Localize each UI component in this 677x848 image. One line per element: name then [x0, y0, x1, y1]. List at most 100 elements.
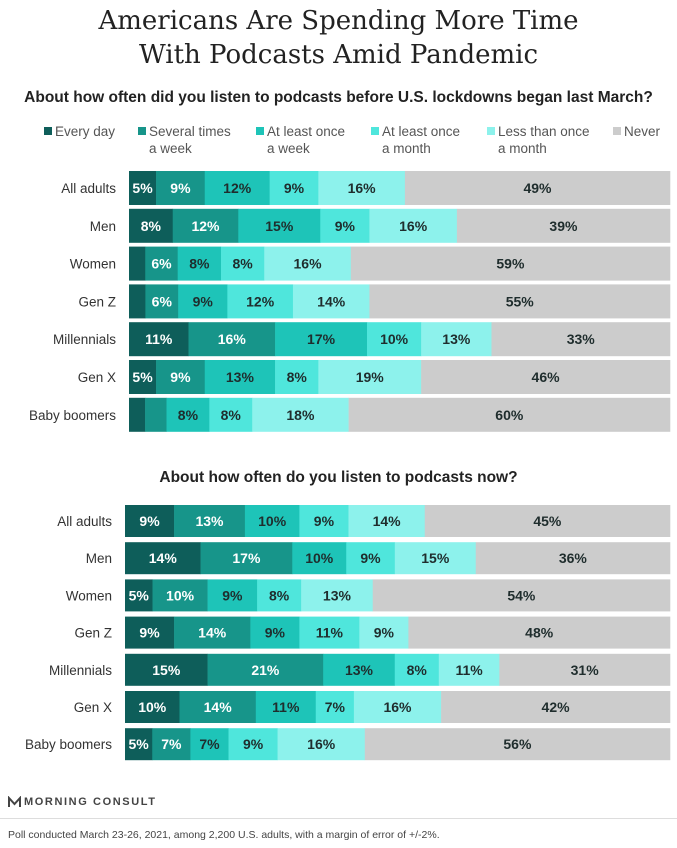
data-label: 16%: [399, 218, 428, 234]
bar-segment: [209, 397, 253, 432]
legend-item-less-than-once-a-month: Less than once a month: [487, 123, 590, 157]
bar-segment: [125, 616, 175, 649]
data-label: 16%: [294, 256, 323, 272]
bar-segment: [190, 728, 229, 761]
category-label: Millennials: [53, 332, 116, 347]
bar-segment: [250, 616, 300, 649]
data-label: 14%: [373, 513, 402, 529]
bar-segment: [367, 322, 422, 357]
bar-segment: [299, 616, 360, 649]
bar-segment: [125, 728, 153, 761]
bar-segment: [421, 360, 671, 394]
bar-segment: [156, 360, 206, 394]
footnote: Poll conducted March 23-26, 2021, among …: [8, 829, 440, 841]
bar-segment: [129, 171, 157, 205]
bar-segment: [348, 505, 426, 537]
bar-segment: [364, 728, 671, 761]
chart-title-line-2: With Podcasts Amid Pandemic: [138, 40, 539, 70]
data-label: 16%: [348, 180, 377, 196]
bar-segment: [228, 728, 278, 761]
data-label: 21%: [251, 662, 280, 678]
data-label: 14%: [149, 550, 178, 566]
data-label: 10%: [380, 331, 409, 347]
data-label: 45%: [533, 513, 562, 529]
data-label: 11%: [145, 331, 173, 347]
data-label: 7%: [199, 736, 220, 752]
data-label: 8%: [232, 256, 253, 272]
data-label: 12%: [223, 180, 252, 196]
bar-segment: [269, 171, 319, 205]
legend-item-every-day: Every day: [44, 123, 115, 140]
data-label: 8%: [407, 662, 428, 678]
legend-item-several-times-a-week: Several times a week: [138, 123, 231, 157]
legend-label: Never: [624, 124, 661, 139]
category-label: Gen Z: [78, 294, 116, 309]
bar-segment: [277, 728, 366, 761]
chart-1-subtitle: About how often did you listen to podcas…: [24, 89, 653, 106]
data-label: 9%: [265, 625, 286, 641]
legend-swatch: [256, 127, 264, 135]
bar-segment: [408, 616, 671, 649]
bar-segment: [172, 208, 239, 243]
bar-segment: [353, 691, 442, 723]
category-label: All adults: [57, 514, 112, 529]
bar-segment: [301, 579, 374, 612]
data-label: 46%: [532, 369, 561, 385]
bar-segment: [145, 397, 167, 432]
bar-segment: [438, 653, 500, 686]
bar-segment: [179, 691, 257, 723]
bar-segment: [129, 208, 174, 243]
data-label: 5%: [132, 180, 153, 196]
legend-swatch: [487, 127, 495, 135]
legend-swatch: [613, 127, 621, 135]
bar-segment: [372, 579, 671, 612]
data-label: 9%: [314, 513, 335, 529]
legend-swatch: [371, 127, 379, 135]
data-label: 10%: [166, 587, 195, 603]
data-label: 11%: [316, 625, 344, 641]
data-label: 31%: [571, 662, 600, 678]
morning-consult-logo-icon: [8, 796, 21, 807]
data-label: 8%: [189, 256, 210, 272]
bar-segment: [350, 246, 671, 281]
bar-segment: [441, 691, 671, 723]
data-label: 54%: [507, 587, 536, 603]
category-label: Men: [86, 551, 112, 566]
data-label: 9%: [139, 513, 160, 529]
category-label: Men: [90, 219, 116, 234]
legend-label: At least once a week: [267, 124, 346, 156]
legend-label: At least once a month: [382, 124, 461, 156]
data-label: 13%: [323, 587, 352, 603]
bar-segment: [125, 542, 201, 575]
data-label: 60%: [495, 407, 524, 423]
data-label: 9%: [170, 369, 191, 385]
bar-segment: [174, 505, 246, 537]
data-label: 12%: [191, 218, 220, 234]
bar-segment: [424, 505, 671, 537]
chart-title: Americans Are Spending More Time With Po…: [0, 4, 677, 72]
data-label: 9%: [360, 550, 381, 566]
legend-item-at-least-once-a-week: At least once a week: [256, 123, 345, 157]
bar-segment: [238, 208, 321, 243]
data-label: 33%: [567, 331, 596, 347]
data-label: 17%: [232, 550, 261, 566]
data-label: 6%: [151, 256, 172, 272]
bar-segment: [129, 322, 189, 357]
data-label: 16%: [307, 736, 336, 752]
bar-segment: [318, 360, 422, 394]
category-label: Women: [66, 588, 112, 603]
category-label: All adults: [61, 181, 116, 196]
bar-segment: [257, 579, 302, 612]
data-label: 12%: [246, 293, 275, 309]
data-label: 15%: [152, 662, 181, 678]
bar-segment: [491, 322, 671, 357]
data-label: 13%: [442, 331, 471, 347]
data-label: 15%: [265, 218, 294, 234]
bar-segment: [156, 171, 206, 205]
data-label: 39%: [549, 218, 578, 234]
bar-segment: [129, 360, 157, 394]
chart-1-bars: All adults 5% 9% 12% 9% 16% 49% Men 8% 12% 15% 9% 16…: [29, 171, 671, 432]
legend: Every day Several times a week At least …: [44, 123, 674, 159]
bar-segment: [318, 171, 406, 205]
data-label: 5%: [132, 369, 153, 385]
